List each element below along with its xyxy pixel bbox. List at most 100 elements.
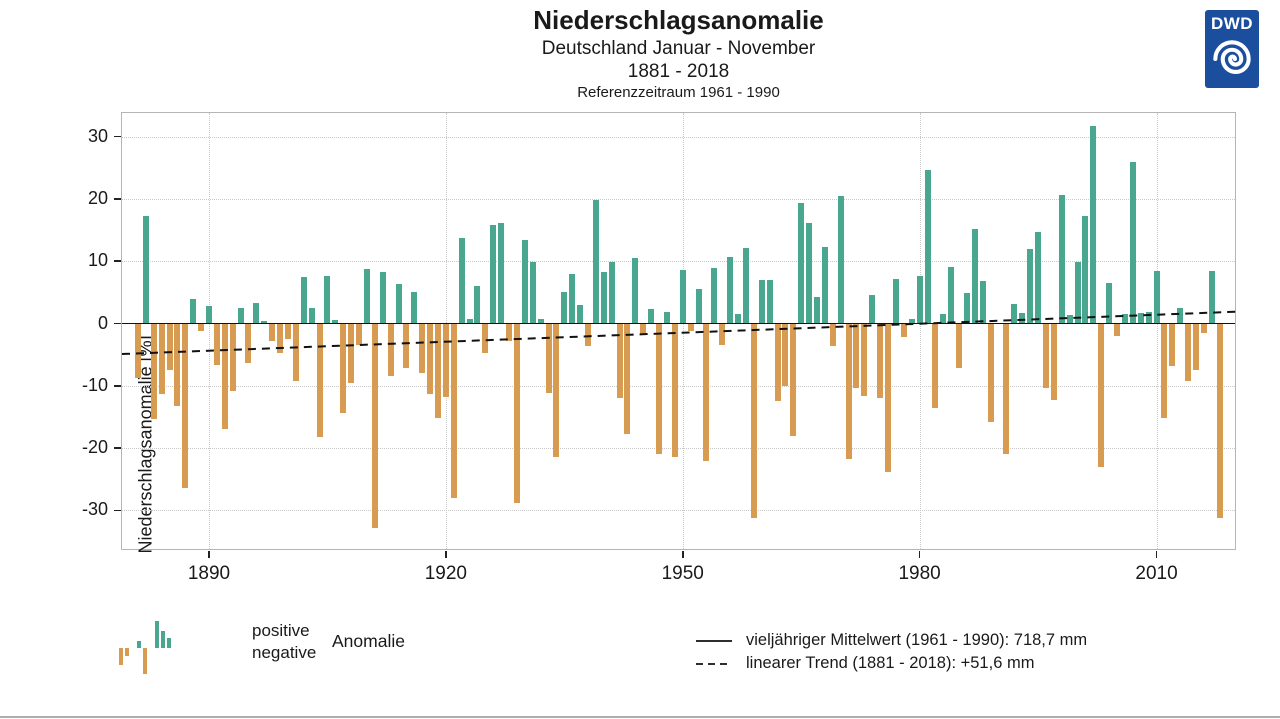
- y-axis-tick-label: 0: [97, 312, 108, 333]
- anomaly-bar-1913: [387, 323, 394, 376]
- y-gridline: [122, 136, 1235, 138]
- anomaly-bar-1935: [561, 291, 568, 324]
- anomaly-bar-1985: [956, 323, 963, 368]
- anomaly-bar-1904: [316, 323, 323, 438]
- legend-negative-mini-bar: [119, 648, 123, 665]
- anomaly-bar-1949: [671, 323, 678, 458]
- x-gridline: [1156, 113, 1158, 549]
- anomaly-bar-1937: [577, 304, 584, 324]
- legend-negative-mini-bar: [143, 648, 147, 674]
- anomaly-bar-1976: [885, 323, 892, 473]
- dashed-line-icon: [696, 662, 732, 665]
- anomaly-legend-icon: [115, 610, 177, 686]
- anomaly-bar-1994: [1027, 249, 1034, 324]
- anomaly-bar-2008: [1137, 312, 1144, 324]
- y-axis-tick-label: 10: [87, 250, 108, 271]
- anomaly-bar-1933: [545, 323, 552, 393]
- anomaly-bar-1988: [979, 280, 986, 324]
- anomaly-bar-1968: [821, 246, 828, 324]
- anomaly-bar-1928: [506, 323, 513, 341]
- x-axis-tick-label: 1890: [187, 563, 231, 584]
- anomaly-bar-1901: [292, 323, 299, 381]
- anomaly-bar-1960: [758, 279, 765, 324]
- legend-positive-negative: positive negative: [252, 620, 316, 664]
- anomaly-bar-1897: [261, 321, 268, 324]
- anomaly-bar-1938: [585, 323, 591, 346]
- anomaly-bar-1892: [221, 323, 228, 430]
- anomaly-bar-1884: [158, 323, 165, 394]
- anomaly-bar-1939: [592, 199, 599, 324]
- anomaly-bar-1972: [853, 323, 860, 388]
- y-axis-tick-label: -30: [81, 499, 108, 520]
- y-axis-tick-label: 20: [87, 187, 108, 208]
- anomaly-bar-1886: [174, 323, 181, 407]
- anomaly-bar-1953: [703, 323, 710, 462]
- anomaly-bar-1912: [379, 272, 386, 324]
- anomaly-bar-1995: [1035, 231, 1042, 324]
- anomaly-bar-1954: [711, 268, 718, 324]
- anomaly-bar-2000: [1074, 262, 1081, 324]
- legend-mean-label: vieljähriger Mittelwert (1961 - 1990): 7…: [746, 631, 1088, 649]
- anomaly-bar-2016: [1200, 323, 1207, 333]
- anomaly-bar-2002: [1090, 126, 1097, 324]
- anomaly-bar-1907: [340, 323, 347, 413]
- y-axis-tick-label: -10: [81, 374, 108, 395]
- anomaly-bar-1946: [648, 309, 655, 324]
- anomaly-bar-1967: [813, 296, 820, 324]
- mean-line: [122, 322, 1235, 325]
- legend-negative-label: negative: [252, 643, 317, 662]
- anomaly-bar-1947: [656, 323, 663, 455]
- anomaly-bar-1926: [490, 224, 497, 324]
- anomaly-bar-1910: [363, 269, 370, 324]
- anomaly-bar-1948: [663, 312, 670, 324]
- y-axis-tick-label: 30: [87, 125, 108, 146]
- anomaly-bar-1945: [640, 323, 647, 335]
- anomaly-bar-1963: [782, 323, 789, 386]
- chart-subtitle-region: Deutschland Januar - November: [541, 37, 816, 59]
- legend-positive-label: positive: [252, 621, 310, 640]
- anomaly-bar-1894: [237, 307, 244, 324]
- chart-subtitle-reference: Referenzzeitraum 1961 - 1990: [577, 83, 780, 101]
- anomaly-bar-2012: [1169, 323, 1176, 366]
- anomaly-bar-1929: [513, 323, 520, 503]
- anomaly-bar-1915: [403, 323, 410, 368]
- anomaly-bar-1986: [964, 292, 971, 324]
- anomaly-bar-1971: [845, 323, 852, 460]
- anomaly-bar-1996: [1042, 323, 1049, 388]
- dwd-logo: DWD: [1205, 10, 1259, 88]
- dwd-logo-text: DWD: [1210, 14, 1254, 33]
- anomaly-bar-1965: [798, 202, 805, 324]
- anomaly-bar-2017: [1208, 271, 1215, 324]
- x-gridline: [919, 113, 921, 549]
- y-axis-tick: [114, 385, 121, 387]
- anomaly-bar-1909: [356, 323, 363, 345]
- trend-line: [121, 310, 1238, 356]
- anomaly-bar-1882: [142, 215, 149, 324]
- anomaly-bar-1914: [395, 284, 402, 324]
- anomaly-bar-1891: [213, 323, 220, 366]
- anomaly-bar-1898: [269, 323, 276, 341]
- anomaly-bar-1889: [198, 323, 205, 331]
- anomaly-bar-1936: [569, 273, 576, 324]
- anomaly-bar-1932: [537, 318, 544, 324]
- chart-subtitle-period: 1881 - 2018: [627, 60, 730, 82]
- anomaly-bar-1881: [134, 323, 141, 378]
- anomaly-bar-2010: [1153, 271, 1160, 324]
- anomaly-bar-1921: [450, 323, 457, 498]
- anomaly-bar-1981: [924, 170, 931, 324]
- anomaly-bar-2015: [1193, 323, 1199, 370]
- anomaly-bar-1984: [948, 266, 955, 324]
- anomaly-bar-1970: [837, 196, 844, 324]
- legend-trend-row: linearer Trend (1881 - 2018): +51,6 mm: [696, 652, 1087, 675]
- legend-mean-row: vieljähriger Mittelwert (1961 - 1990): 7…: [696, 629, 1087, 652]
- anomaly-bar-1997: [1050, 323, 1057, 401]
- anomaly-bar-1916: [411, 291, 418, 324]
- anomaly-bar-1883: [150, 323, 157, 419]
- line-legend: vieljähriger Mittelwert (1961 - 1990): 7…: [696, 629, 1087, 675]
- anomaly-bar-1893: [229, 323, 236, 392]
- anomaly-bar-1964: [790, 323, 797, 437]
- anomaly-bar-1998: [1058, 195, 1065, 324]
- anomaly-bar-1934: [553, 323, 560, 458]
- x-axis-tick-label: 2010: [1135, 563, 1178, 584]
- y-axis-tick: [114, 198, 121, 200]
